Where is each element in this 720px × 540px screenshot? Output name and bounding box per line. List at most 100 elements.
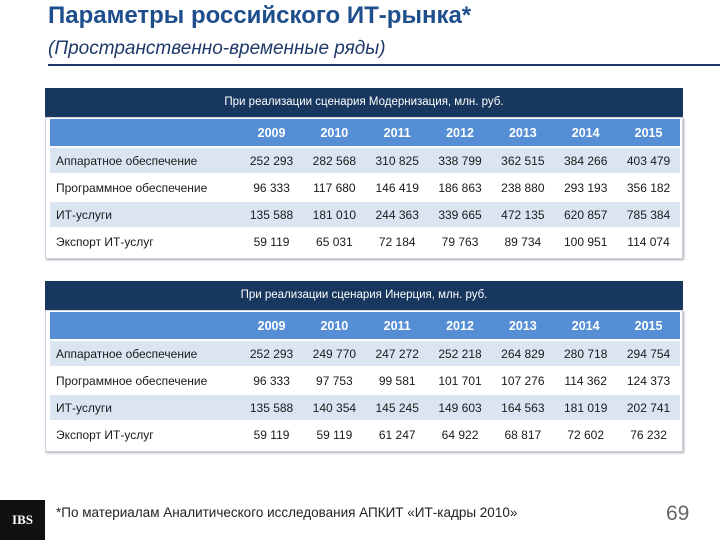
table-frame: 2009 2010 2011 2012 2013 2014 2015 Аппаратное о…: [45, 117, 683, 259]
column-header: 2009: [240, 312, 303, 340]
value-cell: 59 119: [302, 420, 366, 447]
column-header: 2009: [240, 119, 303, 147]
table-block: При реализации сценария Инерция, млн. ру…: [45, 281, 683, 452]
row-label: Программное обеспечение: [50, 366, 241, 394]
column-header: 2010: [302, 119, 366, 147]
value-cell: 61 247: [365, 420, 429, 447]
value-cell: 356 182: [617, 173, 680, 201]
table-row: Программное обеспечение 96 333 97 753 99 58…: [50, 366, 680, 394]
value-cell: 97 753: [302, 366, 366, 394]
table-row: Аппаратное обеспечение 252 293 249 770 247 …: [50, 339, 680, 367]
subtitle: (Пространственно-временные ряды): [48, 38, 386, 59]
column-header: 2015: [617, 119, 680, 147]
table-caption: При реализации сценария Модернизация, мл…: [45, 88, 683, 117]
value-cell: 99 581: [365, 366, 429, 394]
table-row: Экспорт ИТ-услуг 59 119 59 119 61 247 64 922…: [50, 420, 680, 447]
table-block: При реализации сценария Модернизация, мл…: [45, 88, 683, 259]
value-cell: 249 770: [302, 339, 366, 367]
value-cell: 72 184: [365, 227, 429, 254]
value-cell: 114 074: [617, 227, 680, 254]
value-cell: 135 588: [240, 393, 303, 421]
value-cell: 785 384: [617, 200, 680, 228]
table-frame: 2009 2010 2011 2012 2013 2014 2015 Аппаратное о…: [45, 310, 683, 452]
column-header: 2012: [428, 119, 492, 147]
column-header: 2012: [428, 312, 492, 340]
value-cell: 384 266: [554, 146, 618, 174]
data-table: 2009 2010 2011 2012 2013 2014 2015 Аппаратное о…: [50, 312, 680, 447]
header-cell: [50, 119, 241, 147]
row-label: Аппаратное обеспечение: [50, 339, 241, 367]
column-header: 2014: [554, 119, 618, 147]
value-cell: 280 718: [554, 339, 618, 367]
value-cell: 68 817: [491, 420, 555, 447]
value-cell: 76 232: [617, 420, 680, 447]
value-cell: 72 602: [554, 420, 618, 447]
value-cell: 282 568: [302, 146, 366, 174]
page-number: 69: [666, 502, 690, 525]
value-cell: 59 119: [240, 227, 303, 254]
value-cell: 145 245: [365, 393, 429, 421]
value-cell: 252 293: [240, 339, 303, 367]
column-header: 2011: [365, 312, 429, 340]
value-cell: 293 193: [554, 173, 618, 201]
value-cell: 238 880: [491, 173, 555, 201]
value-cell: 96 333: [240, 366, 303, 394]
header-cell: [50, 312, 241, 340]
value-cell: 247 272: [365, 339, 429, 367]
column-header: 2015: [617, 312, 680, 340]
header-row: 2009 2010 2011 2012 2013 2014 2015: [50, 312, 680, 340]
row-label: ИТ-услуги: [50, 393, 241, 421]
footnote: *По материалам Аналитического исследован…: [56, 505, 518, 520]
column-header: 2013: [491, 119, 555, 147]
value-cell: 79 763: [428, 227, 492, 254]
value-cell: 181 010: [302, 200, 366, 228]
value-cell: 202 741: [617, 393, 680, 421]
table-caption: При реализации сценария Инерция, млн. ру…: [45, 281, 683, 310]
data-table: 2009 2010 2011 2012 2013 2014 2015 Аппаратное о…: [50, 119, 680, 254]
value-cell: 264 829: [491, 339, 555, 367]
table-row: ИТ-услуги 135 588 140 354 145 245 149 603 164…: [50, 393, 680, 421]
value-cell: 310 825: [365, 146, 429, 174]
value-cell: 114 362: [554, 366, 618, 394]
value-cell: 107 276: [491, 366, 555, 394]
value-cell: 124 373: [617, 366, 680, 394]
table-row: ИТ-услуги 135 588 181 010 244 363 339 665 472…: [50, 200, 680, 228]
value-cell: 294 754: [617, 339, 680, 367]
value-cell: 252 293: [240, 146, 303, 174]
value-cell: 96 333: [240, 173, 303, 201]
value-cell: 59 119: [240, 420, 303, 447]
rule: [48, 64, 720, 66]
column-header: 2010: [302, 312, 366, 340]
row-label: Экспорт ИТ-услуг: [50, 420, 241, 447]
title: Параметры российского ИТ-рынка*: [48, 2, 472, 29]
value-cell: 140 354: [302, 393, 366, 421]
table-row: Программное обеспечение 96 333 117 680 146 …: [50, 173, 680, 201]
value-cell: 117 680: [302, 173, 366, 201]
value-cell: 362 515: [491, 146, 555, 174]
row-label: Аппаратное обеспечение: [50, 146, 241, 174]
header-row: 2009 2010 2011 2012 2013 2014 2015: [50, 119, 680, 147]
value-cell: 620 857: [554, 200, 618, 228]
value-cell: 244 363: [365, 200, 429, 228]
value-cell: 146 419: [365, 173, 429, 201]
column-header: 2014: [554, 312, 618, 340]
logo: IBS: [0, 500, 45, 540]
value-cell: 65 031: [302, 227, 366, 254]
value-cell: 135 588: [240, 200, 303, 228]
value-cell: 472 135: [491, 200, 555, 228]
row-label: Программное обеспечение: [50, 173, 241, 201]
table-row: Экспорт ИТ-услуг 59 119 65 031 72 184 79 763…: [50, 227, 680, 254]
value-cell: 186 863: [428, 173, 492, 201]
value-cell: 403 479: [617, 146, 680, 174]
column-header: 2013: [491, 312, 555, 340]
column-header: 2011: [365, 119, 429, 147]
value-cell: 149 603: [428, 393, 492, 421]
value-cell: 89 734: [491, 227, 555, 254]
value-cell: 339 665: [428, 200, 492, 228]
value-cell: 64 922: [428, 420, 492, 447]
row-label: ИТ-услуги: [50, 200, 241, 228]
value-cell: 338 799: [428, 146, 492, 174]
value-cell: 100 951: [554, 227, 618, 254]
table-row: Аппаратное обеспечение 252 293 282 568 310 …: [50, 146, 680, 174]
